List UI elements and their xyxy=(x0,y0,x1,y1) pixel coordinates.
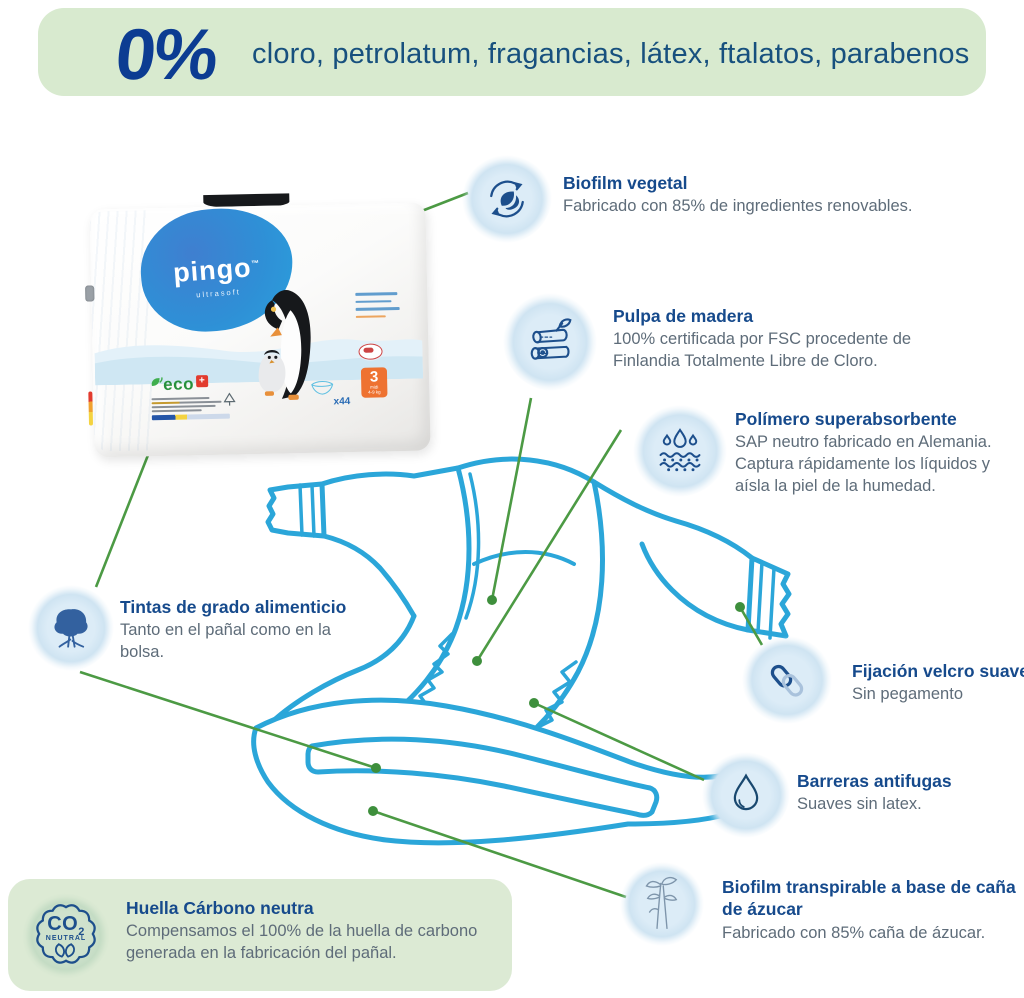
feature-body: 100% certificada por FSC procedente de F… xyxy=(613,330,912,371)
renewable-leaves-icon xyxy=(490,180,524,218)
snow-landscape xyxy=(94,313,424,386)
feature-bullet-lines xyxy=(355,287,400,323)
chain-link-icon xyxy=(770,664,804,697)
watercolor-blob xyxy=(503,293,597,391)
feature-body: Tanto en el pañal como en la bolsa. xyxy=(120,621,331,662)
carbon-neutral-box: CO2 NEUTRAL Huella Cárbono neutra Compen… xyxy=(8,879,512,991)
banner-percent: 0% xyxy=(111,15,221,95)
feature-title: Biofilm vegetal xyxy=(563,173,688,193)
size-badge: 3 midi 4-9 kg xyxy=(360,367,388,398)
wood-logs-icon xyxy=(530,318,572,360)
bag-clip xyxy=(85,285,95,302)
watercolor-blob xyxy=(702,752,790,838)
penguin-illustration xyxy=(258,290,311,400)
co2-neutral-label: NEUTRAL xyxy=(45,935,87,942)
feature-title: Fijación velcro suave xyxy=(852,661,1024,681)
bag-spine-color-marks xyxy=(88,391,94,426)
watercolor-blob xyxy=(742,636,832,724)
feature-body: Fabricado con 85% caña de ázucar. xyxy=(722,923,986,942)
brand-name: pingo xyxy=(172,252,253,289)
watercolor-blob xyxy=(462,155,552,243)
co2-text: CO2 xyxy=(47,913,85,938)
banner-claims-text: cloro, petrolatum, fragancias, látex, ft… xyxy=(252,38,970,70)
water-drop-icon xyxy=(733,773,759,811)
fsc-tree-mark-icon xyxy=(223,392,236,406)
feature-body: SAP neutro fabricado en Alemania. Captur… xyxy=(735,433,992,495)
size-weight: 4-9 kg xyxy=(368,389,381,395)
watercolor-blob: CO2 NEUTRAL xyxy=(22,893,110,979)
watercolor-blob xyxy=(28,585,114,671)
feature-body: Compensamos el 100% de la huella de carb… xyxy=(126,922,478,963)
feature-title: Barreras antifugas xyxy=(797,771,952,791)
tree-icon xyxy=(54,609,88,648)
sugarcane-icon xyxy=(645,876,678,929)
feature-body: Fabricado con 85% de ingredientes renova… xyxy=(563,197,913,216)
feature-title: Huella Cárbono neutra xyxy=(126,898,314,918)
eco-label: eco xyxy=(162,374,195,394)
zero-percent-banner: 0% cloro, petrolatum, fragancias, látex,… xyxy=(38,8,986,96)
watercolor-blob xyxy=(633,405,727,497)
trademark: ™ xyxy=(250,258,261,269)
mini-diaper-sketch-icon xyxy=(311,380,334,395)
eco-leaf-icon xyxy=(151,377,163,387)
watercolor-blob xyxy=(620,862,704,946)
feature-title: Tintas de grado alimenticio xyxy=(120,597,347,617)
co2-neutral-badge-icon xyxy=(36,904,96,964)
eco-plus-cross: + xyxy=(195,375,209,388)
feature-title: Polímero superabsorbente xyxy=(735,409,957,429)
absorbent-layers-icon xyxy=(659,428,701,472)
eco-plus-logo: eco + xyxy=(149,374,209,394)
diaper-package: pingo™ ultrasoft eco + xyxy=(83,193,432,459)
feature-title: Pulpa de madera xyxy=(613,306,754,326)
feature-body: Suaves sin latex. xyxy=(797,795,922,814)
feature-body: Sin pegamento xyxy=(852,685,963,704)
certification-marks xyxy=(151,392,261,421)
size-number: 3 xyxy=(369,368,379,386)
diaper-count: x44 xyxy=(333,396,351,408)
feature-title: Biofilm transpirable a base de caña de á… xyxy=(722,877,1016,920)
